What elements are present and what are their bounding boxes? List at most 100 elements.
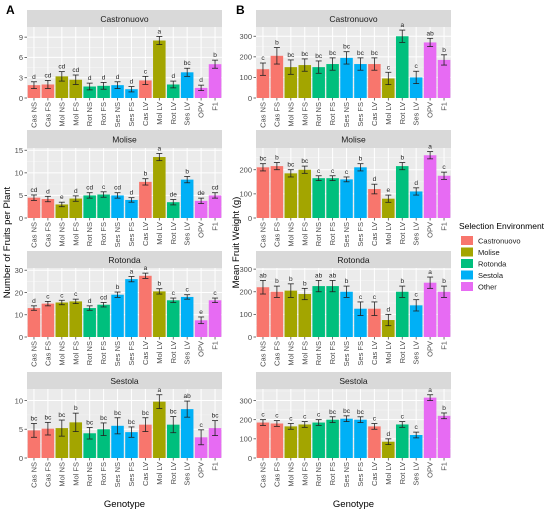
significance-letter: d [130, 190, 134, 197]
significance-letter: c [303, 414, 307, 421]
bar [55, 76, 69, 98]
bar [180, 296, 194, 337]
significance-letter: bc [31, 416, 39, 423]
significance-letter: cd [72, 67, 79, 74]
x-tick-label: Ses LV [183, 222, 192, 246]
x-tick-label: F1 [440, 341, 449, 350]
bar [111, 85, 124, 98]
y-tick-label: 0 [248, 94, 252, 103]
x-axis-title: Genotype [104, 499, 145, 510]
significance-letter: d [88, 298, 92, 305]
significance-letter: a [400, 22, 404, 29]
legend-swatch [461, 236, 473, 245]
x-tick-label: Rot FS [328, 102, 337, 125]
y-tick-label: 0 [19, 454, 23, 463]
x-tick-label: Ses FS [356, 102, 365, 127]
x-tick-label: Mol FS [300, 462, 309, 486]
bar [409, 435, 423, 458]
x-tick-label: Cas FS [43, 341, 52, 366]
y-tick-label: 200 [239, 166, 252, 175]
bar [27, 85, 41, 98]
significance-letter: d [171, 73, 175, 80]
significance-letter: cd [100, 295, 107, 302]
x-tick-label: Ses FS [127, 102, 136, 127]
significance-letter: c [289, 416, 293, 423]
x-tick-label: Mol LV [384, 462, 393, 485]
significance-letter: bc [260, 156, 268, 163]
significance-letter: bc [212, 413, 220, 420]
significance-letter: c [317, 168, 321, 175]
bar [125, 432, 138, 458]
facet-title: Sestola [339, 376, 368, 386]
x-tick-label: Mol LV [384, 222, 393, 245]
x-tick-label: Rot NS [314, 462, 323, 486]
significance-letter: c [213, 290, 217, 297]
facet-title: Sestola [110, 376, 139, 386]
significance-letter: c [401, 414, 405, 421]
bar [97, 85, 110, 98]
bar [354, 64, 367, 98]
y-tick-label: 6 [19, 53, 23, 62]
bar [409, 191, 423, 218]
y-tick-label: 10 [15, 311, 23, 320]
significance-letter: d [373, 176, 377, 183]
bar [256, 287, 270, 337]
significance-letter: b [303, 280, 307, 287]
y-tick-label: 200 [239, 415, 252, 424]
bar [423, 42, 437, 98]
x-tick-label: Rot LV [398, 341, 407, 363]
y-tick-label: 100 [239, 435, 252, 444]
significance-letter: cd [212, 185, 219, 192]
panel-label: A [6, 3, 15, 17]
x-tick-label: Ses FS [127, 222, 136, 247]
significance-letter: d [387, 431, 391, 438]
x-tick-label: Ses LV [412, 462, 421, 486]
bar [69, 198, 83, 218]
x-tick-label: Mol NS [286, 102, 295, 127]
x-tick-label: Cas NS [29, 102, 38, 128]
significance-letter: a [158, 28, 162, 35]
significance-letter: b [116, 284, 120, 291]
legend-label: Sestola [478, 271, 504, 280]
bar [256, 167, 270, 218]
x-tick-label: Mol LV [155, 102, 164, 125]
bar [125, 89, 138, 98]
bar [298, 65, 312, 98]
x-tick-label: Cas FS [43, 462, 52, 487]
x-tick-label: Mol NS [57, 462, 66, 487]
bar [284, 290, 298, 337]
x-tick-label: Ses NS [113, 102, 122, 127]
x-tick-label: Ses NS [342, 341, 351, 366]
bar [382, 78, 395, 98]
x-tick-label: Ses LV [183, 462, 192, 486]
bar [437, 175, 451, 218]
significance-letter: ab [315, 272, 323, 279]
x-tick-label: Rot LV [398, 102, 407, 124]
x-tick-label: Mol NS [286, 341, 295, 366]
y-tick-label: 100 [239, 73, 252, 82]
significance-letter: ab [426, 30, 434, 37]
significance-letter: c [387, 64, 391, 71]
x-tick-label: Mol FS [300, 341, 309, 365]
y-tick-label: 300 [239, 396, 252, 405]
significance-letter: c [261, 55, 265, 62]
bar [41, 84, 55, 98]
bar [326, 178, 339, 218]
bar [368, 426, 381, 458]
legend-label: Rotonda [478, 260, 507, 269]
bar [326, 64, 339, 98]
bar [256, 69, 270, 98]
bar [166, 424, 180, 458]
bar [312, 67, 325, 98]
legend-swatch [461, 247, 473, 257]
x-tick-label: Rot LV [398, 222, 407, 244]
bar [55, 428, 69, 458]
bar [312, 422, 325, 458]
x-tick-label: Cas NS [258, 102, 267, 128]
significance-letter: c [144, 68, 148, 75]
legend-swatch [461, 270, 473, 280]
significance-letter: d [116, 74, 120, 81]
